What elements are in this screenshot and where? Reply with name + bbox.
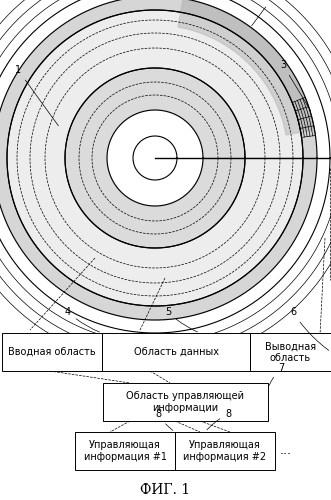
- Polygon shape: [181, 0, 314, 132]
- Bar: [175, 432, 275, 470]
- Polygon shape: [0, 0, 317, 320]
- Polygon shape: [0, 0, 330, 333]
- Text: Управляющая
информация #1: Управляющая информация #1: [83, 440, 166, 462]
- Text: ФИГ. 1: ФИГ. 1: [140, 483, 190, 497]
- Text: Выводная
область: Выводная область: [265, 341, 316, 363]
- Polygon shape: [7, 10, 303, 306]
- Text: 1: 1: [15, 65, 58, 126]
- Bar: [250, 333, 331, 371]
- Polygon shape: [178, 12, 301, 135]
- Bar: [103, 383, 268, 421]
- Text: 5: 5: [165, 307, 197, 332]
- Text: 8: 8: [155, 409, 173, 430]
- Text: 3: 3: [280, 60, 310, 110]
- Polygon shape: [65, 68, 245, 248]
- Text: 8: 8: [207, 409, 231, 430]
- Text: Область управляющей
информации: Область управляющей информации: [126, 391, 245, 413]
- Text: 6: 6: [290, 307, 329, 350]
- Text: Вводная область: Вводная область: [8, 347, 96, 357]
- Text: ...: ...: [280, 444, 292, 458]
- Text: 2: 2: [252, 0, 276, 26]
- Bar: [102, 333, 250, 371]
- Bar: [75, 432, 175, 470]
- Text: 4: 4: [65, 307, 99, 332]
- Bar: [2, 333, 102, 371]
- Text: Область данных: Область данных: [133, 347, 218, 357]
- Text: 7: 7: [269, 363, 284, 386]
- Text: Управляющая
информация #2: Управляющая информация #2: [183, 440, 266, 462]
